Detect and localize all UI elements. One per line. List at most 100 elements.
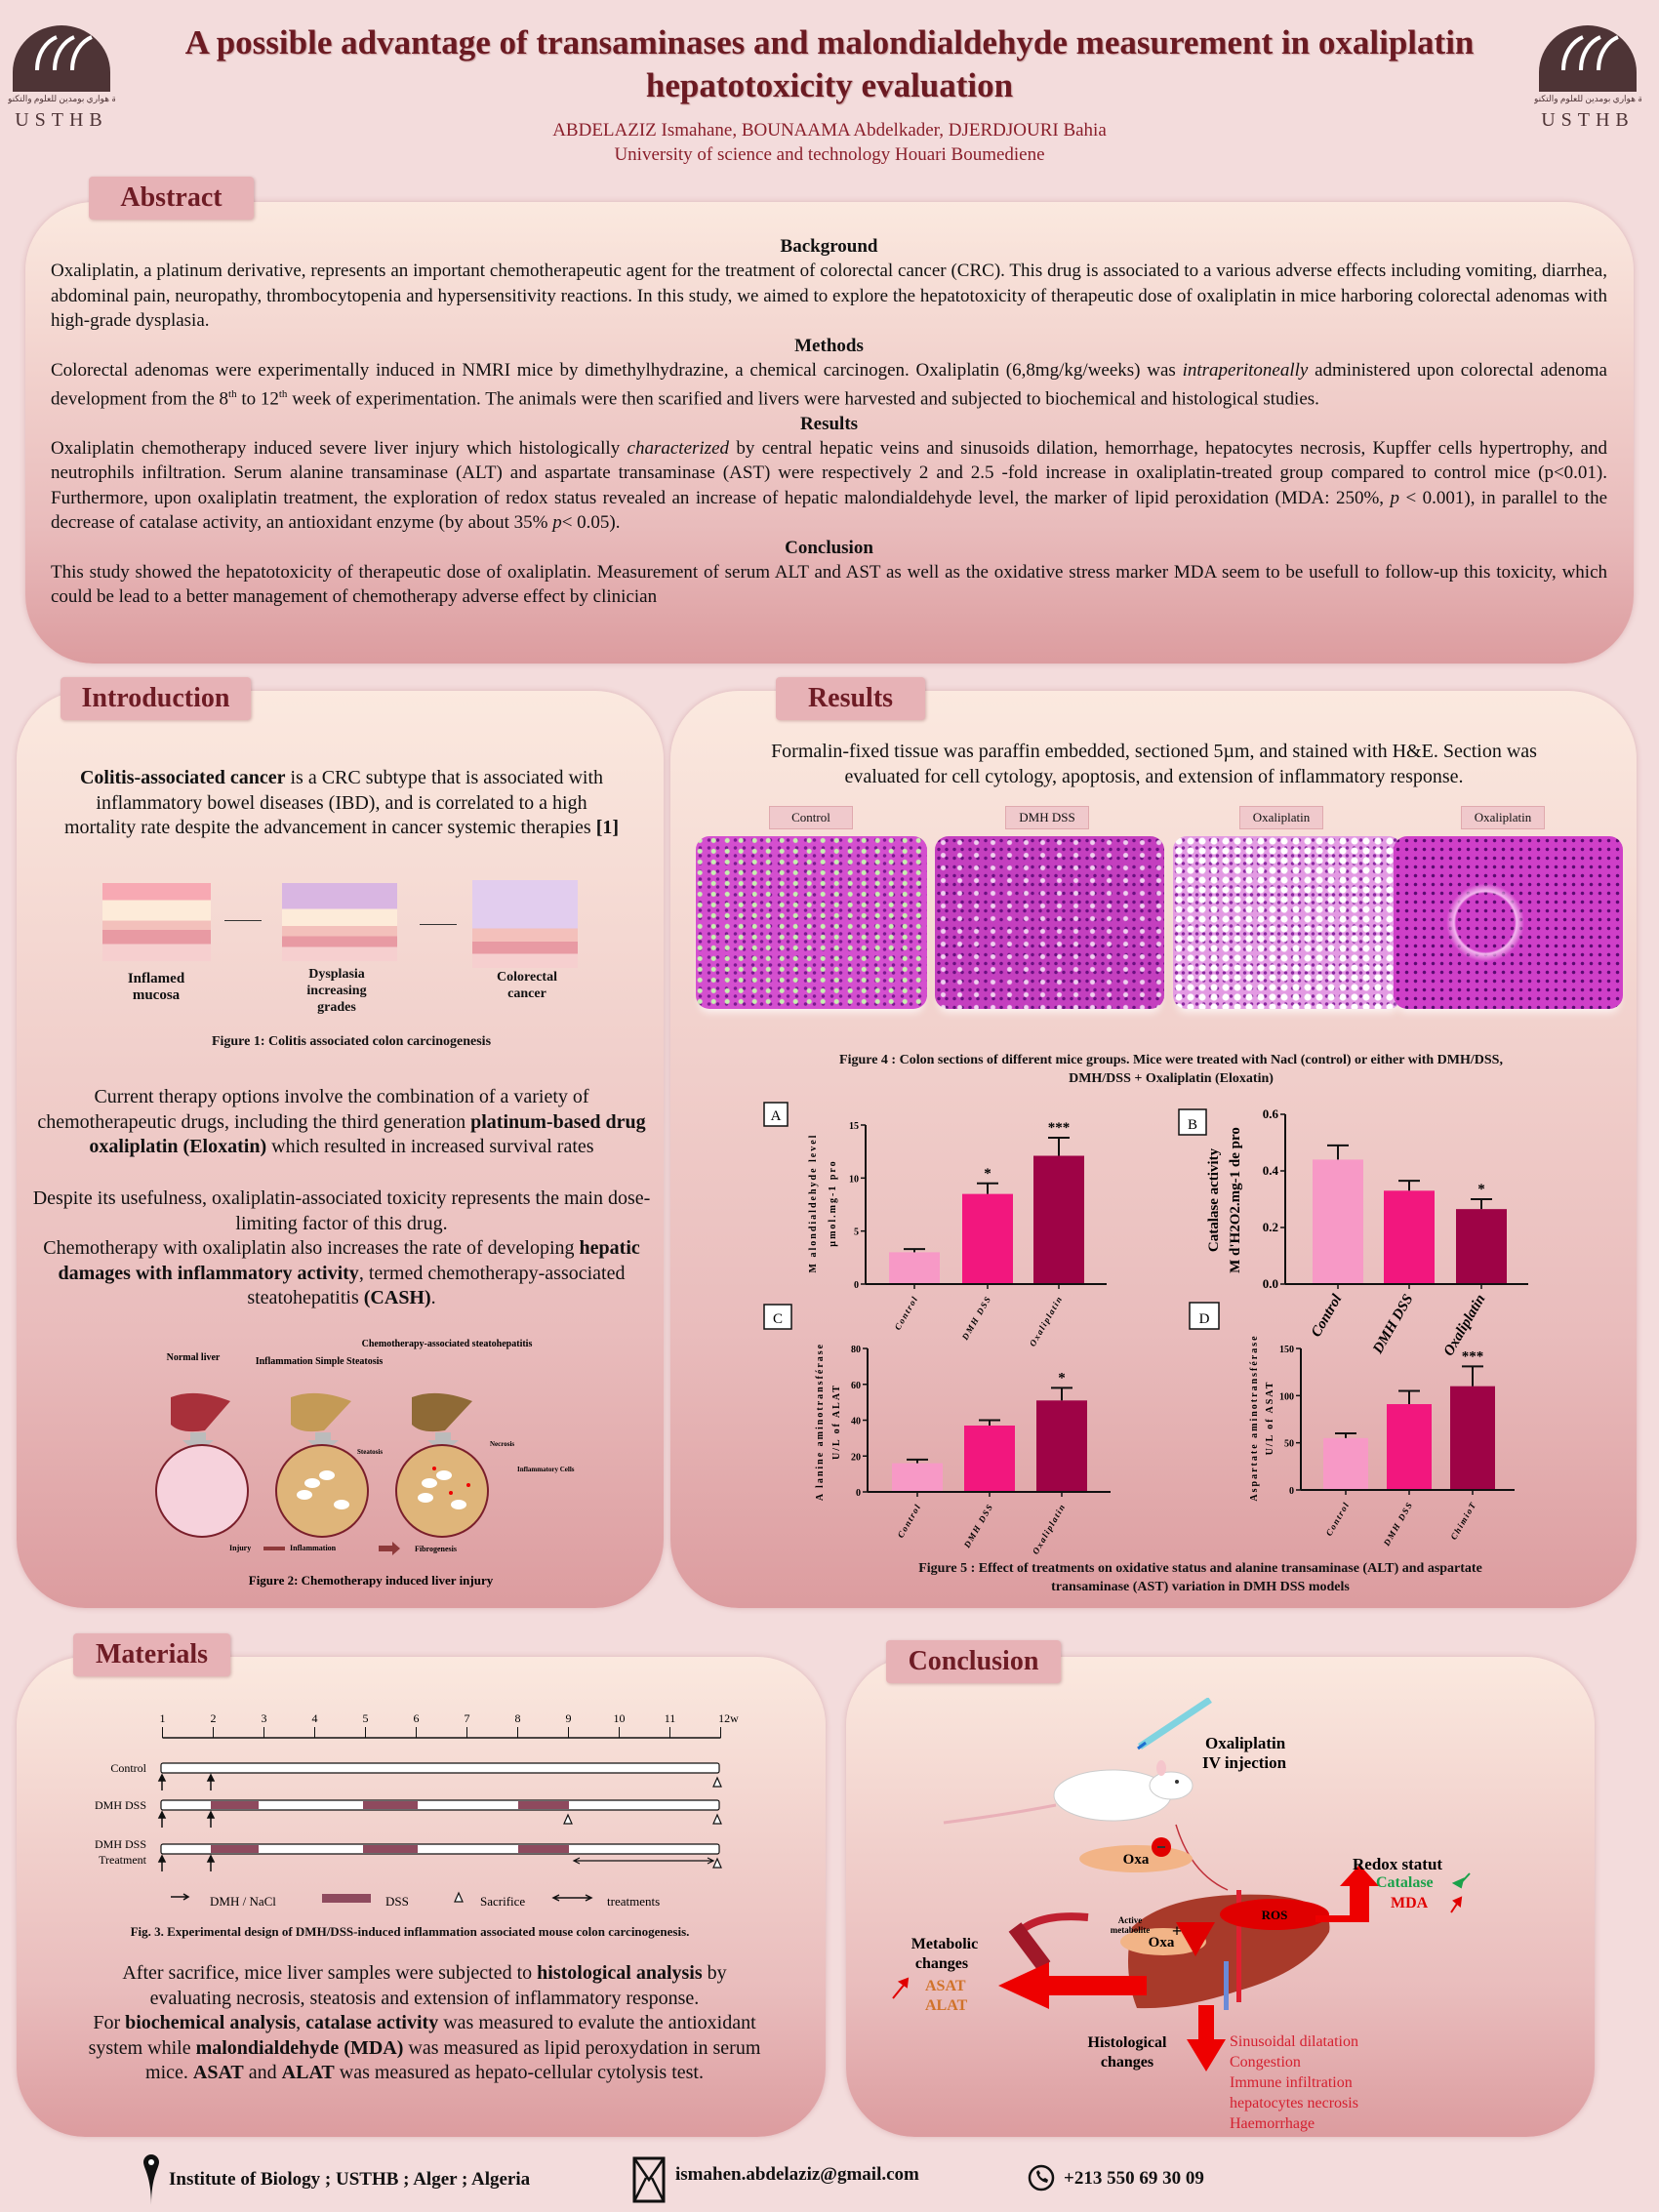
text-run: ALAT <box>281 2062 335 2083</box>
figure-3-caption: Fig. 3. Experimental design of DMH/DSS-i… <box>130 1924 690 1939</box>
x-tick-label: Control <box>1309 1291 1346 1340</box>
text-run: biochemical analysis <box>125 2012 297 2033</box>
chart-D: D Control DMH DSS *** ChimioT 0 50 100 150 Aspart… <box>1189 1302 1515 1548</box>
y-axis-label: µmol.mg-1 pro <box>828 1159 838 1246</box>
legend-label: treatments <box>607 1894 660 1909</box>
histology-label: Oxaliplatin <box>1239 806 1323 829</box>
inflamed-mucosa-image <box>102 883 211 961</box>
text-run: malondialdehyde (MDA) <box>195 2036 404 2059</box>
y-tick-label: 100 <box>1279 1391 1294 1402</box>
mda-label: MDA <box>1391 1895 1429 1911</box>
x-tick-label: Control <box>896 1502 923 1540</box>
bar <box>1384 1190 1435 1284</box>
ros-label: ROS <box>1262 1908 1288 1922</box>
y-tick-label: 0 <box>1289 1486 1294 1497</box>
flow-label: Injury <box>229 1544 251 1552</box>
text-run: < 0.05). <box>561 512 621 534</box>
abstract-label: Abstract <box>89 177 254 220</box>
group-label: Control <box>110 1761 146 1775</box>
authors: ABDELAZIZ Ismahane, BOUNAAMA Abdelkader,… <box>552 120 1107 141</box>
histo-change-item: Immune infiltration <box>1230 2074 1353 2091</box>
histology-image-dmh-dss <box>935 836 1164 1009</box>
methods-text: Colorectal adenomas were experimentally … <box>51 358 1607 412</box>
histological-label: Histological <box>1088 2034 1167 2051</box>
sacrifice-triangle-icon <box>712 1857 722 1869</box>
legend-dss-swatch <box>322 1894 371 1903</box>
text-run: which resulted in increased survival rat… <box>266 1136 594 1157</box>
text-run: Colorectal adenomas were experimentally … <box>51 359 1183 381</box>
dss-block <box>518 1801 569 1809</box>
significance-label: * <box>1058 1370 1066 1386</box>
dmh-injection-arrow-icon <box>206 1810 216 1828</box>
week-label: 12w <box>718 1711 739 1725</box>
text-run: < 0.001), in parallel to the decrease of… <box>51 487 1608 534</box>
text-run: hepatic damages with inflammatory activi… <box>58 1237 640 1284</box>
week-label: 11 <box>665 1711 676 1725</box>
figure-2-caption: Figure 2: Chemotherapy induced liver inj… <box>249 1573 494 1588</box>
metabolic-label: changes <box>915 1955 968 1972</box>
plus-icon: + <box>1172 1921 1182 1941</box>
results-text: Oxaliplatin chemotherapy induced severe … <box>51 436 1607 536</box>
intro-paragraph-3: Despite its usefulness, oxaliplatin-asso… <box>24 1186 659 1311</box>
y-tick-label: 60 <box>851 1381 861 1391</box>
active-metabolite-label: Active <box>1118 1915 1143 1925</box>
flow-label: Fibrogenesis <box>415 1545 457 1553</box>
injection-label: Oxaliplatin <box>1205 1734 1286 1752</box>
week-label: 8 <box>515 1711 521 1725</box>
y-tick-label: 15 <box>849 1121 859 1132</box>
phone-icon <box>1028 2164 1055 2192</box>
legend-arrow-icon <box>171 1893 190 1901</box>
y-axis-label: M d'H2O2.mg-1 de pro <box>1228 1127 1243 1273</box>
cash-tissue-circle <box>395 1444 489 1538</box>
text-run: catalase activity <box>305 2012 439 2033</box>
poster-title: A possible advantage of transaminases an… <box>137 21 1522 107</box>
panel-label-box <box>1189 1302 1220 1330</box>
bar <box>1313 1159 1363 1284</box>
week-label: 5 <box>363 1711 369 1725</box>
intro-paragraph-1: Colitis-associated cancer is a CRC subty… <box>59 766 625 841</box>
location-pin-icon <box>143 2154 159 2205</box>
text-run: histological analysis <box>537 1962 703 1984</box>
dmh-injection-arrow-icon <box>206 1773 216 1790</box>
group-bar <box>160 1799 720 1811</box>
results-intro: Formalin-fixed tissue was paraffin embed… <box>771 741 1537 787</box>
x-tick-label: DMH DSS <box>959 1294 993 1343</box>
x-tick-label: ChimioT <box>1448 1500 1477 1542</box>
figure-5-charts: A Control * DMH DSS *** Oxaliplatin 0 5 10 15 M al… <box>763 1102 1528 1556</box>
week-label: 2 <box>211 1711 217 1725</box>
metabolic-arrow-icon <box>998 1962 1147 2009</box>
arrow-icon <box>379 1542 400 1555</box>
title-line-1: A possible advantage of transaminases an… <box>184 23 1475 61</box>
panel-label-box <box>1178 1108 1207 1136</box>
increase-arrow-icon <box>892 1977 910 1999</box>
bar <box>1456 1209 1507 1284</box>
week-label: 3 <box>262 1711 267 1725</box>
dss-block <box>211 1845 259 1853</box>
colorectal-cancer-image <box>472 880 578 968</box>
group-bar <box>160 1843 720 1855</box>
conclusion-label: Conclusion <box>886 1640 1061 1683</box>
methods-heading: Methods <box>794 335 864 356</box>
text-run: [1] <box>595 817 620 838</box>
bar <box>964 1426 1015 1492</box>
stage-label: Colorectal cancer <box>497 970 557 1001</box>
histological-arrow-icon <box>1187 2005 1226 2071</box>
results-heading: Results <box>799 413 859 434</box>
figure-1: Inflamed mucosa Dysplasia increasing gra… <box>88 873 615 1059</box>
histo-change-item: Sinusoidal dilatation <box>1230 2033 1358 2050</box>
legend-label: DMH / NaCl <box>210 1894 276 1909</box>
legend-label: Sacrifice <box>480 1894 525 1909</box>
dmh-injection-arrow-icon <box>157 1773 167 1790</box>
footer-email[interactable]: ismahen.abdelaziz@gmail.com <box>675 2164 919 2185</box>
dss-block <box>211 1801 259 1809</box>
active-metabolite-label: metabolite <box>1111 1925 1151 1935</box>
y-tick-label: 0.0 <box>1263 1276 1278 1291</box>
dss-block <box>363 1845 418 1853</box>
text-run: For <box>93 2012 126 2033</box>
y-tick-label: 0 <box>856 1488 861 1499</box>
cash-liver-icon <box>412 1392 472 1432</box>
catalase-label: Catalase <box>1376 1874 1434 1891</box>
histology-label: Control <box>769 806 853 829</box>
dmh-injection-arrow-icon <box>206 1854 216 1871</box>
